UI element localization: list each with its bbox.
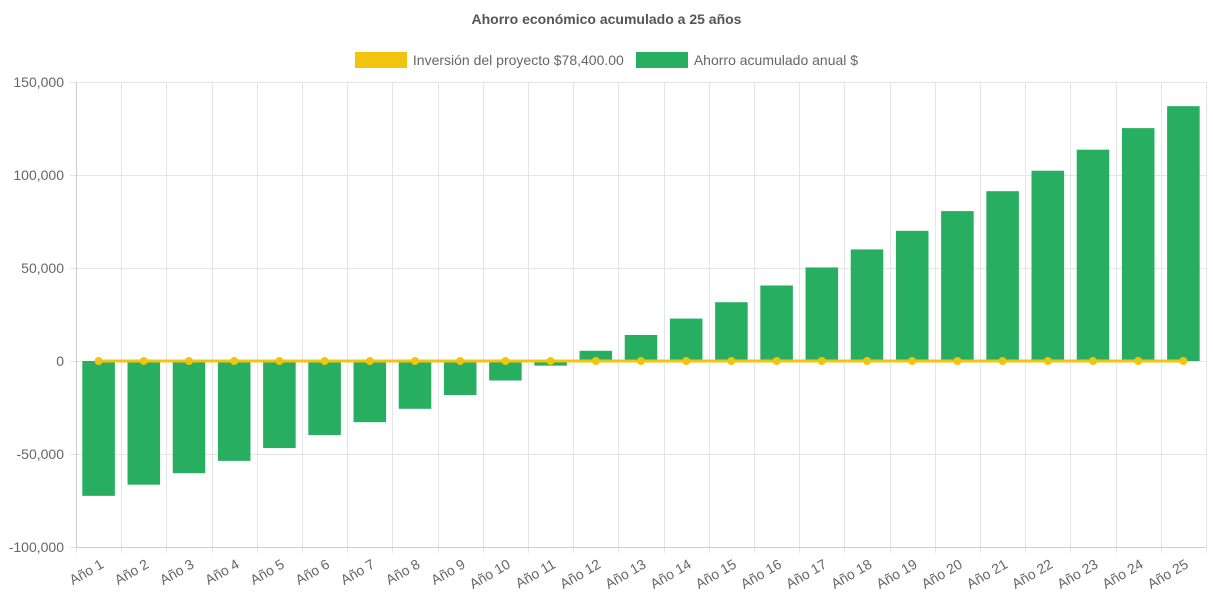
bar[interactable] <box>1076 149 1110 361</box>
x-tick-label: Año 10 <box>466 556 513 592</box>
chart-title: Ahorro económico acumulado a 25 años <box>471 11 742 27</box>
bar[interactable] <box>489 361 522 381</box>
legend-item-investment[interactable]: Inversión del proyecto $78,400.00 <box>354 52 624 68</box>
investment-point[interactable] <box>501 357 510 365</box>
investment-point[interactable] <box>817 357 826 365</box>
investment-point[interactable] <box>94 357 103 365</box>
x-tick-label: Año 7 <box>338 556 378 588</box>
bar[interactable] <box>760 285 793 361</box>
x-axis-labels: Año 1 Año 2 Año 3 Año 4 Año 5 Año 6 Año 7 Año 8… <box>66 556 1191 592</box>
x-tick-label: Año 18 <box>828 556 875 592</box>
investment-point[interactable] <box>772 357 781 365</box>
bars <box>82 106 1200 496</box>
x-tick-label: Año 21 <box>964 556 1011 592</box>
x-tick-label: Año 8 <box>383 556 423 588</box>
bar[interactable] <box>353 361 387 423</box>
x-tick-label: Año 2 <box>112 556 152 588</box>
x-tick-label: Año 16 <box>738 556 785 592</box>
investment-point[interactable] <box>682 357 691 365</box>
bar[interactable] <box>1121 128 1155 361</box>
investment-line-group <box>94 357 1188 365</box>
investment-point[interactable] <box>637 357 645 365</box>
legend-swatch-savings <box>635 52 688 68</box>
bar[interactable] <box>986 191 1019 361</box>
x-tick-label: Año 22 <box>1009 556 1056 592</box>
x-tick-label: Año 13 <box>602 556 649 592</box>
investment-point[interactable] <box>185 357 193 365</box>
x-tick-label: Año 15 <box>692 556 739 592</box>
legend-swatch-investment <box>354 52 407 68</box>
bar[interactable] <box>127 361 161 485</box>
x-tick-label: Año 12 <box>557 556 604 592</box>
bar[interactable] <box>624 334 658 361</box>
legend-label-savings: Ahorro acumulado anual $ <box>693 52 859 68</box>
y-tick-label: 100,000 <box>13 167 64 183</box>
bar[interactable] <box>443 361 477 396</box>
bar[interactable] <box>398 361 432 409</box>
bar[interactable] <box>579 350 613 361</box>
y-tick-label: 50,000 <box>21 260 64 276</box>
x-tick-label: Año 5 <box>247 556 287 588</box>
bar[interactable] <box>1167 106 1200 362</box>
investment-point[interactable] <box>727 357 736 365</box>
y-tick-label: -50,000 <box>17 446 65 462</box>
investment-point[interactable] <box>275 357 284 365</box>
y-axis-labels: 150,000 100,000 50,000 0 -50,000 -100,000 <box>9 74 64 555</box>
x-tick-label: Año 6 <box>292 556 332 588</box>
investment-point[interactable] <box>591 357 600 365</box>
bar[interactable] <box>805 267 839 361</box>
bar[interactable] <box>1031 170 1065 361</box>
bar[interactable] <box>308 361 341 436</box>
legend: Inversión del proyecto $78,400.00 Ahorro… <box>0 52 1213 68</box>
x-tick-label: Año 20 <box>918 556 965 592</box>
investment-point[interactable] <box>998 357 1007 365</box>
bar[interactable] <box>715 302 748 361</box>
investment-point[interactable] <box>953 357 962 365</box>
x-tick-label: Año 14 <box>647 556 694 592</box>
investment-point[interactable] <box>1179 357 1188 365</box>
investment-point[interactable] <box>908 357 917 365</box>
investment-point[interactable] <box>365 357 374 365</box>
bar[interactable] <box>217 361 251 461</box>
investment-point[interactable] <box>863 357 871 365</box>
y-tick-label: -100,000 <box>9 539 64 555</box>
x-tick-label: Año 9 <box>428 556 468 588</box>
investment-point[interactable] <box>320 357 329 365</box>
x-tick-label: Año 19 <box>873 556 920 592</box>
x-tick-label: Año 1 <box>66 556 106 588</box>
x-tick-label: Año 23 <box>1054 556 1101 592</box>
bar[interactable] <box>850 249 884 361</box>
investment-point[interactable] <box>546 357 555 365</box>
x-tick-label: Año 4 <box>202 556 242 588</box>
investment-point[interactable] <box>139 357 148 365</box>
bar[interactable] <box>895 230 929 361</box>
x-tick-label: Año 24 <box>1099 556 1146 592</box>
bar[interactable] <box>669 318 703 361</box>
investment-point[interactable] <box>1134 357 1143 365</box>
investment-point[interactable] <box>1043 357 1052 365</box>
investment-point[interactable] <box>230 357 239 365</box>
x-tick-label: Año 25 <box>1144 556 1191 592</box>
investment-point[interactable] <box>456 357 465 365</box>
bar[interactable] <box>82 361 115 496</box>
x-tick-label: Año 17 <box>783 556 830 592</box>
x-tick-label: Año 11 <box>513 556 559 592</box>
y-tick-label: 150,000 <box>13 74 64 90</box>
investment-point[interactable] <box>411 357 419 365</box>
bar[interactable] <box>263 361 296 449</box>
legend-item-savings[interactable]: Ahorro acumulado anual $ <box>635 52 859 68</box>
investment-point[interactable] <box>1089 357 1097 365</box>
y-tick-label: 0 <box>56 353 64 369</box>
bar[interactable] <box>941 211 974 361</box>
legend-label-investment: Inversión del proyecto $78,400.00 <box>412 52 624 68</box>
x-tick-label: Año 3 <box>157 556 197 588</box>
bar[interactable] <box>172 361 206 474</box>
